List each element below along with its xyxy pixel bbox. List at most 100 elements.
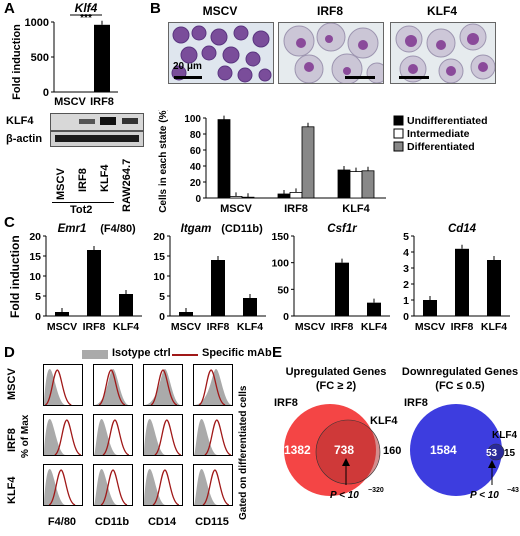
histogram-plot (94, 369, 129, 406)
y-tick-label: 4 (403, 247, 409, 259)
flow-histogram (43, 414, 83, 456)
significance-label: *** (80, 13, 92, 24)
flow-histogram (143, 464, 183, 506)
y-tick-label: 40 (190, 162, 202, 173)
blot-row-label: KLF4 (6, 115, 34, 127)
venn-right-overlap: 53 (486, 448, 498, 459)
histogram-plot (194, 469, 230, 506)
histogram-plot (94, 419, 130, 456)
chart-title: Klf4 (75, 1, 98, 15)
flow-row-label: KLF4 (6, 476, 18, 505)
flow-column-label: CD11b (94, 516, 130, 528)
isotype-histogram (194, 419, 218, 455)
isotype-histogram (94, 469, 118, 505)
specific-histogram (44, 369, 72, 406)
flow-histogram (143, 414, 183, 456)
blot-lane-label: IRF8 (77, 168, 89, 192)
x-tick-label: IRF8 (284, 203, 308, 215)
specific-histogram (152, 469, 180, 506)
panel-label-b: B (150, 0, 161, 17)
y-tick-label: 5 (35, 291, 41, 303)
venn-left-set-a: IRF8 (274, 397, 298, 409)
specific-histogram (102, 419, 130, 456)
y-tick-label: 15 (153, 251, 165, 263)
micrograph-cells (171, 25, 272, 83)
isotype-histogram (94, 419, 118, 455)
chart-subtitle: (CD11b) (221, 223, 263, 235)
bar (179, 312, 193, 316)
specific-histogram (48, 469, 76, 506)
x-tick-label: KLF4 (113, 321, 139, 333)
venn-right-title: Downregulated Genes (402, 366, 518, 378)
bar (301, 126, 315, 199)
blot-group-label: Tot2 (70, 204, 93, 216)
y-tick-label: 500 (31, 52, 49, 64)
isotype-histogram (143, 469, 166, 505)
x-tick-label: IRF8 (207, 321, 230, 333)
micrograph-title: KLF4 (427, 4, 457, 18)
bar (277, 193, 291, 199)
flow-column-label: CD115 (195, 516, 229, 528)
legend-specific-label: Specific mAb (202, 347, 272, 359)
venn-left-subtitle: (FC ≥ 2) (316, 380, 357, 392)
y-axis-label: Cells in each state (%) (158, 110, 169, 213)
venn-right-set-b: KLF4 (492, 430, 517, 441)
x-tick-label: MSCV (171, 321, 201, 333)
venn-right-pvalue: P < 10 (470, 490, 499, 501)
blot-lane-label: RAW264.7 (121, 158, 133, 212)
specific-histogram (98, 369, 126, 406)
venn-right-arrowhead (488, 460, 496, 468)
x-tick-label: MSCV (295, 321, 325, 333)
venn-right-irf8-circle (410, 404, 502, 496)
micrograph-irf8 (278, 22, 384, 84)
y-tick-label: 60 (190, 146, 202, 157)
venn-right-only-b: 15 (504, 448, 516, 459)
y-tick-label: 3 (403, 263, 409, 275)
isotype-histogram (144, 369, 181, 405)
blot-lane-label: KLF4 (99, 164, 111, 193)
histogram-plot (143, 469, 180, 506)
x-tick-label: MSCV (54, 96, 86, 108)
chart-subtitle: (F4/80) (100, 223, 136, 235)
venn-left-arrowhead (342, 458, 350, 466)
legend-swatch-isotype (82, 350, 108, 359)
y-tick-label: 20 (190, 178, 202, 189)
isotype-histogram (43, 419, 66, 455)
micrograph-klf4 (390, 22, 496, 84)
venn-right-klf4-circle (487, 443, 505, 461)
flow-histogram (143, 364, 183, 406)
bar (243, 298, 257, 316)
venn-left-pexp: −320 (368, 487, 384, 494)
specific-histogram (150, 369, 178, 406)
x-tick-label: MSCV (415, 321, 445, 333)
bar (289, 192, 303, 199)
micrograph-cells (395, 23, 495, 83)
x-tick-label: IRF8 (90, 96, 114, 108)
histogram-plot (194, 369, 233, 406)
y-tick-label: 100 (184, 114, 201, 125)
flow-side-label: Gated on differentiated cells (238, 385, 249, 520)
bar (361, 170, 375, 199)
bar (349, 171, 363, 199)
bar (335, 262, 349, 316)
venn-right-pexp: −43 (507, 487, 519, 494)
y-tick-label: 100 (271, 258, 289, 270)
flow-row-label: IRF8 (6, 428, 18, 452)
y-tick-label: 50 (277, 284, 289, 296)
bar (337, 169, 351, 199)
flow-histogram (193, 464, 233, 506)
x-tick-label: IRF8 (83, 321, 106, 333)
micrograph-title: MSCV (202, 4, 238, 18)
isotype-histogram (143, 419, 166, 455)
y-tick-label: 20 (153, 231, 165, 243)
legend-swatch (393, 115, 404, 126)
venn-left-overlap: 738 (334, 443, 354, 457)
flow-column-label: F4/80 (47, 516, 77, 528)
blot-lane-label: MSCV (55, 168, 67, 200)
flow-histogram (43, 464, 83, 506)
x-tick-label: KLF4 (361, 321, 387, 333)
chart-title: Csf1r (327, 223, 357, 235)
legend-label: Intermediate (407, 128, 470, 140)
x-tick-label: IRF8 (331, 321, 354, 333)
